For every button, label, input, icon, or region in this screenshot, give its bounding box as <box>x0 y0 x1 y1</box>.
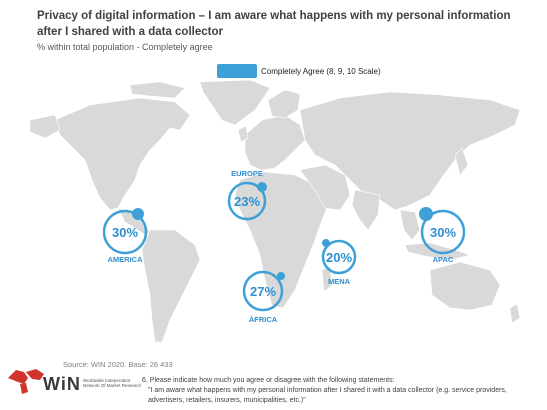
land-asia <box>299 91 521 211</box>
land-canada-islands <box>129 81 186 99</box>
marker-africa <box>277 272 285 280</box>
value-apac: 30% <box>430 225 456 240</box>
legend: Completely Agree (8, 9, 10 Scale) <box>217 63 381 79</box>
value-mena: 20% <box>326 250 352 265</box>
source-note: Source: WIN 2020. Base: 26 433 <box>63 360 173 369</box>
label-apac: APAC <box>433 255 454 264</box>
chart-title: Privacy of digital information – I am aw… <box>37 10 511 38</box>
land-australia <box>429 261 501 311</box>
land-africa <box>234 171 331 309</box>
value-america: 30% <box>112 225 138 240</box>
chart-subtitle: % within total population - Completely a… <box>37 42 213 52</box>
label-mena: MENA <box>328 277 351 286</box>
logo-subtext: Worldwide Independent Network Of Market … <box>83 378 142 388</box>
land-india <box>351 189 381 231</box>
ring-america <box>102 209 148 255</box>
land-north-america <box>54 97 191 211</box>
land-south-america <box>141 229 201 343</box>
logo-world-icon <box>8 369 44 394</box>
ring-africa <box>242 270 284 312</box>
land-new-zealand <box>509 303 521 324</box>
ring-apac <box>420 209 466 255</box>
question-line-2: "I am aware what happens with my persona… <box>148 387 507 404</box>
land-alaska <box>29 114 61 139</box>
region-rings <box>102 181 466 312</box>
ring-europe <box>227 181 267 221</box>
land-masses <box>29 80 521 343</box>
ring-mena <box>321 239 357 275</box>
legend-swatch <box>217 64 257 78</box>
land-southeast-asia <box>399 209 421 241</box>
question-line-1: 6. Please indicate how much you agree or… <box>142 377 395 384</box>
land-japan <box>454 147 469 176</box>
value-africa: 27% <box>250 284 276 299</box>
question-text: 6. Please indicate how much you agree or… <box>142 376 542 406</box>
value-europe: 23% <box>234 194 260 209</box>
land-greenland <box>199 80 271 126</box>
world-map: 30% 23% 20% 27% 30% AMERICA EUROPE MENA … <box>29 80 521 343</box>
logo-text: WiN <box>43 374 81 394</box>
win-logo: WiN Worldwide Independent Network Of Mar… <box>6 366 146 406</box>
land-uk <box>237 125 249 143</box>
land-scandinavia <box>267 89 301 119</box>
label-america: AMERICA <box>108 255 144 264</box>
label-africa: ÁFRICA <box>249 315 278 324</box>
legend-label: Completely Agree (8, 9, 10 Scale) <box>261 66 381 76</box>
land-europe <box>244 114 306 171</box>
label-europe: EUROPE <box>231 169 263 178</box>
land-middle-east <box>299 164 351 211</box>
